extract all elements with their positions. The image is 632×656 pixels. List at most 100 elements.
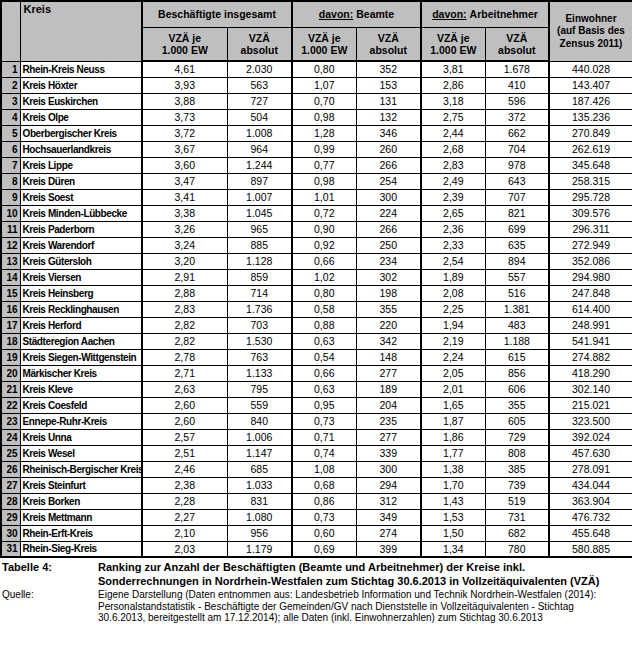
row-arbeitnehmer-per-1000: 1,77	[421, 445, 485, 461]
row-total-absolut: 1.244	[227, 157, 292, 173]
row-rank: 4	[1, 109, 20, 125]
row-einwohner: 323.500	[549, 413, 632, 429]
row-total-per-1000: 3,88	[142, 93, 227, 109]
row-einwohner: 363.904	[549, 493, 632, 509]
table-row: 5 Oberbergischer Kreis 3,72 1.008 1,28 3…	[1, 125, 632, 141]
table-row: 22 Kreis Coesfeld 2,60 559 0,95 204 1,65…	[1, 397, 632, 413]
row-rank: 18	[1, 333, 20, 349]
row-arbeitnehmer-per-1000: 2,39	[421, 189, 485, 205]
row-beamte-absolut: 198	[356, 285, 421, 301]
row-total-absolut: 1.080	[227, 509, 292, 525]
row-arbeitnehmer-per-1000: 1,94	[421, 317, 485, 333]
row-kreis-name: Kreis Euskirchen	[20, 93, 142, 109]
row-beamte-per-1000: 0,98	[292, 109, 356, 125]
row-total-per-1000: 2,10	[142, 525, 227, 541]
einwohner-header-line2: (auf Basis des	[550, 25, 632, 38]
row-total-per-1000: 2,63	[142, 381, 227, 397]
row-beamte-absolut: 204	[356, 397, 421, 413]
row-beamte-absolut: 277	[356, 365, 421, 381]
row-arbeitnehmer-absolut: 606	[485, 381, 549, 397]
row-total-per-1000: 2,60	[142, 413, 227, 429]
row-total-absolut: 1.147	[227, 445, 292, 461]
row-arbeitnehmer-per-1000: 1,65	[421, 397, 485, 413]
source-text: Eigene Darstellung (Daten entnommen aus:…	[98, 589, 606, 624]
header-row-groups: Kreis Beschäftigte insgesamt davon:Beamt…	[1, 1, 632, 27]
document-page: Kreis Beschäftigte insgesamt davon:Beamt…	[0, 0, 632, 624]
row-rank: 11	[1, 221, 20, 237]
row-total-per-1000: 3,20	[142, 253, 227, 269]
row-arbeitnehmer-absolut: 707	[485, 189, 549, 205]
row-arbeitnehmer-per-1000: 2,68	[421, 141, 485, 157]
row-einwohner: 580.885	[549, 541, 632, 557]
row-beamte-per-1000: 1,28	[292, 125, 356, 141]
row-arbeitnehmer-per-1000: 1,70	[421, 477, 485, 493]
subheader-total-per: VZÄ je 1.000 EW	[142, 27, 227, 61]
row-einwohner: 258.315	[549, 173, 632, 189]
col-header-kreis: Kreis	[20, 1, 142, 61]
row-beamte-per-1000: 0,90	[292, 221, 356, 237]
row-arbeitnehmer-absolut: 615	[485, 349, 549, 365]
table-row: 24 Kreis Unna 2,57 1.006 0,71 277 1,86 7…	[1, 429, 632, 445]
row-beamte-absolut: 254	[356, 173, 421, 189]
row-kreis-name: Kreis Unna	[20, 429, 142, 445]
table-row: 9 Kreis Soest 3,41 1.007 1,01 300 2,39 7…	[1, 189, 632, 205]
row-rank: 26	[1, 461, 20, 477]
row-arbeitnehmer-per-1000: 2,75	[421, 109, 485, 125]
row-einwohner: 302.140	[549, 381, 632, 397]
row-total-absolut: 1.033	[227, 477, 292, 493]
row-arbeitnehmer-per-1000: 2,49	[421, 173, 485, 189]
row-total-absolut: 1.128	[227, 253, 292, 269]
row-beamte-per-1000: 0,95	[292, 397, 356, 413]
row-total-absolut: 965	[227, 221, 292, 237]
row-einwohner: 309.576	[549, 205, 632, 221]
row-beamte-per-1000: 0,80	[292, 285, 356, 301]
row-arbeitnehmer-per-1000: 2,83	[421, 157, 485, 173]
row-arbeitnehmer-absolut: 780	[485, 541, 549, 557]
row-arbeitnehmer-absolut: 596	[485, 93, 549, 109]
row-einwohner: 274.882	[549, 349, 632, 365]
row-rank: 15	[1, 285, 20, 301]
row-total-absolut: 831	[227, 493, 292, 509]
row-arbeitnehmer-per-1000: 1,89	[421, 269, 485, 285]
row-total-absolut: 559	[227, 397, 292, 413]
table-row: 11 Kreis Paderborn 3,26 965 0,90 266 2,3…	[1, 221, 632, 237]
row-einwohner: 345.648	[549, 157, 632, 173]
table-row: 31 Rhein-Sieg-Kreis 2,03 1.179 0,69 399 …	[1, 541, 632, 557]
row-rank: 31	[1, 541, 20, 557]
table-row: 3 Kreis Euskirchen 3,88 727 0,70 131 3,1…	[1, 93, 632, 109]
source-label: Quelle:	[2, 589, 98, 624]
row-total-per-1000: 3,41	[142, 189, 227, 205]
row-einwohner: 434.044	[549, 477, 632, 493]
row-kreis-name: Kreis Warendorf	[20, 237, 142, 253]
row-rank: 27	[1, 477, 20, 493]
davon-label: davon:	[432, 8, 466, 20]
einwohner-header-line3: Zensus 2011)	[550, 38, 632, 51]
row-beamte-per-1000: 1,02	[292, 269, 356, 285]
row-beamte-absolut: 349	[356, 509, 421, 525]
row-beamte-absolut: 294	[356, 477, 421, 493]
row-arbeitnehmer-per-1000: 2,24	[421, 349, 485, 365]
row-beamte-absolut: 266	[356, 157, 421, 173]
table-row: 1 Rhein-Kreis Neuss 4,61 2.030 0,80 352 …	[1, 61, 632, 77]
row-beamte-per-1000: 0,73	[292, 509, 356, 525]
row-kreis-name: Städteregion Aachen	[20, 333, 142, 349]
row-arbeitnehmer-absolut: 704	[485, 141, 549, 157]
row-einwohner: 295.728	[549, 189, 632, 205]
table-row: 19 Kreis Siegen-Wittgenstein 2,78 763 0,…	[1, 349, 632, 365]
row-beamte-per-1000: 1,07	[292, 77, 356, 93]
row-total-per-1000: 3,93	[142, 77, 227, 93]
row-beamte-absolut: 132	[356, 109, 421, 125]
row-arbeitnehmer-absolut: 385	[485, 461, 549, 477]
row-rank: 12	[1, 237, 20, 253]
row-beamte-absolut: 224	[356, 205, 421, 221]
row-total-per-1000: 2,51	[142, 445, 227, 461]
row-rank: 23	[1, 413, 20, 429]
row-total-per-1000: 3,26	[142, 221, 227, 237]
row-kreis-name: Kreis Mettmann	[20, 509, 142, 525]
row-arbeitnehmer-per-1000: 2,05	[421, 365, 485, 381]
row-arbeitnehmer-absolut: 682	[485, 525, 549, 541]
row-rank: 20	[1, 365, 20, 381]
row-beamte-per-1000: 0,86	[292, 493, 356, 509]
table-row: 26 Rheinisch-Bergischer Kreis 2,46 685 1…	[1, 461, 632, 477]
row-beamte-absolut: 342	[356, 333, 421, 349]
